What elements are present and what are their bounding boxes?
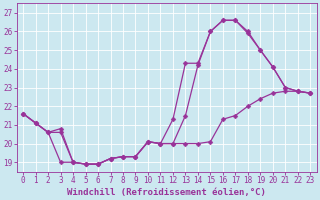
X-axis label: Windchill (Refroidissement éolien,°C): Windchill (Refroidissement éolien,°C) — [67, 188, 266, 197]
